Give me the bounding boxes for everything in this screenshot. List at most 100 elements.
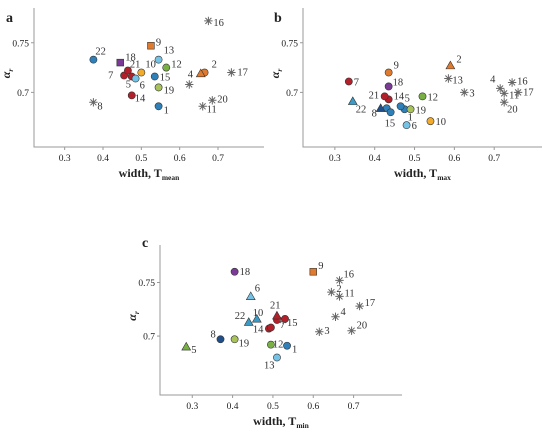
point-12 — [418, 92, 427, 101]
y-tick-label: 0.7 — [143, 333, 155, 343]
point-label: 21 — [270, 301, 281, 312]
point-label: 15 — [287, 318, 298, 329]
point-label: 17 — [237, 68, 248, 79]
point-label: 16 — [343, 269, 354, 280]
point-label: 3 — [469, 88, 474, 99]
point-20 — [500, 98, 509, 107]
point-20 — [347, 326, 356, 335]
point-label: 10 — [145, 60, 156, 71]
x-tick-label: 0.6 — [448, 154, 460, 164]
point-21 — [380, 92, 389, 101]
point-label: 14 — [394, 91, 405, 102]
point-22 — [347, 96, 358, 105]
point-label: 21 — [369, 90, 380, 101]
point-label: 5 — [405, 93, 410, 104]
point-label: 19 — [416, 105, 427, 116]
x-tick-label: 0.4 — [97, 154, 109, 164]
point-label: 9 — [318, 261, 323, 272]
point-label: 6 — [255, 283, 260, 294]
y-axis-label: αr — [125, 311, 141, 321]
point-label: 11 — [509, 90, 519, 101]
point-label: 9 — [394, 61, 399, 72]
point-label: 19 — [239, 338, 250, 349]
point-5 — [396, 102, 405, 111]
point-label: 12 — [428, 92, 439, 103]
panel-label: b — [274, 11, 282, 26]
point-unlabeled — [281, 315, 289, 323]
point-label: 10 — [253, 308, 264, 319]
point-label: 12 — [171, 60, 182, 71]
point-6 — [402, 121, 411, 130]
point-12 — [162, 63, 171, 72]
point-unlabeled — [267, 323, 275, 332]
y-tick-label: 0.75 — [12, 39, 29, 49]
point-label: 12 — [273, 340, 284, 351]
point-label: 2 — [456, 55, 461, 66]
point-19 — [154, 83, 163, 92]
y-axis-label: αr — [268, 69, 284, 79]
point-label: 20 — [507, 104, 518, 115]
x-tick-label: 0.5 — [267, 402, 279, 412]
point-13 — [444, 74, 453, 83]
point-11 — [335, 292, 344, 301]
point-17 — [227, 68, 236, 77]
point-17 — [513, 88, 523, 97]
point-label: 14 — [253, 325, 264, 336]
point-label: 16 — [213, 18, 224, 29]
point-label: 15 — [385, 118, 396, 129]
x-axis-label: width, Tmax — [394, 166, 451, 182]
point-10 — [243, 317, 254, 326]
point-13 — [273, 353, 281, 362]
point-label: 8 — [211, 329, 216, 340]
point-8 — [216, 335, 225, 344]
x-tick-label: 0.3 — [59, 154, 71, 164]
point-label: 13 — [264, 361, 275, 372]
x-tick-label: 0.7 — [488, 154, 500, 164]
point-label: 20 — [357, 321, 368, 332]
point-label: 13 — [452, 75, 463, 86]
point-19 — [230, 335, 239, 344]
point-label: 13 — [164, 46, 175, 57]
point-label: 1 — [292, 345, 297, 356]
point-label: 3 — [324, 326, 329, 337]
point-12 — [267, 340, 275, 349]
axes-lines — [159, 245, 402, 396]
point-1 — [283, 341, 291, 350]
point-20 — [208, 96, 217, 105]
x-tick-label: 0.3 — [329, 154, 341, 164]
point-15 — [150, 72, 159, 81]
point-label: 4 — [340, 307, 346, 318]
point-1 — [154, 102, 163, 111]
point-22 — [251, 313, 262, 323]
point-label: 20 — [217, 94, 228, 105]
x-axis-label: width, Tmean — [119, 166, 180, 182]
point-3 — [315, 327, 324, 336]
point-label: 8 — [97, 101, 102, 112]
point-label: 18 — [393, 77, 404, 88]
point-8 — [89, 98, 98, 107]
point-label: 5 — [126, 80, 131, 91]
point-label: 4 — [188, 70, 194, 81]
point-label: 15 — [160, 73, 171, 84]
point-label: 22 — [356, 104, 367, 115]
point-15 — [386, 108, 395, 117]
y-tick-label: 0.7 — [17, 89, 29, 99]
point-19 — [406, 105, 415, 114]
x-tick-label: 0.4 — [369, 154, 381, 164]
point-11 — [198, 102, 207, 111]
point-14 — [127, 91, 136, 100]
point-17 — [355, 301, 364, 311]
x-tick-label: 0.7 — [348, 402, 360, 412]
point-9 — [309, 268, 317, 276]
point-13 — [154, 55, 163, 64]
point-18 — [230, 267, 239, 276]
point-label: 19 — [164, 85, 175, 96]
panel-label: c — [142, 236, 148, 251]
point-7 — [344, 77, 353, 86]
y-axis-label: αr — [0, 69, 15, 79]
point-22 — [89, 55, 98, 64]
point-label: 22 — [95, 47, 106, 58]
x-tick-label: 0.7 — [212, 154, 224, 164]
